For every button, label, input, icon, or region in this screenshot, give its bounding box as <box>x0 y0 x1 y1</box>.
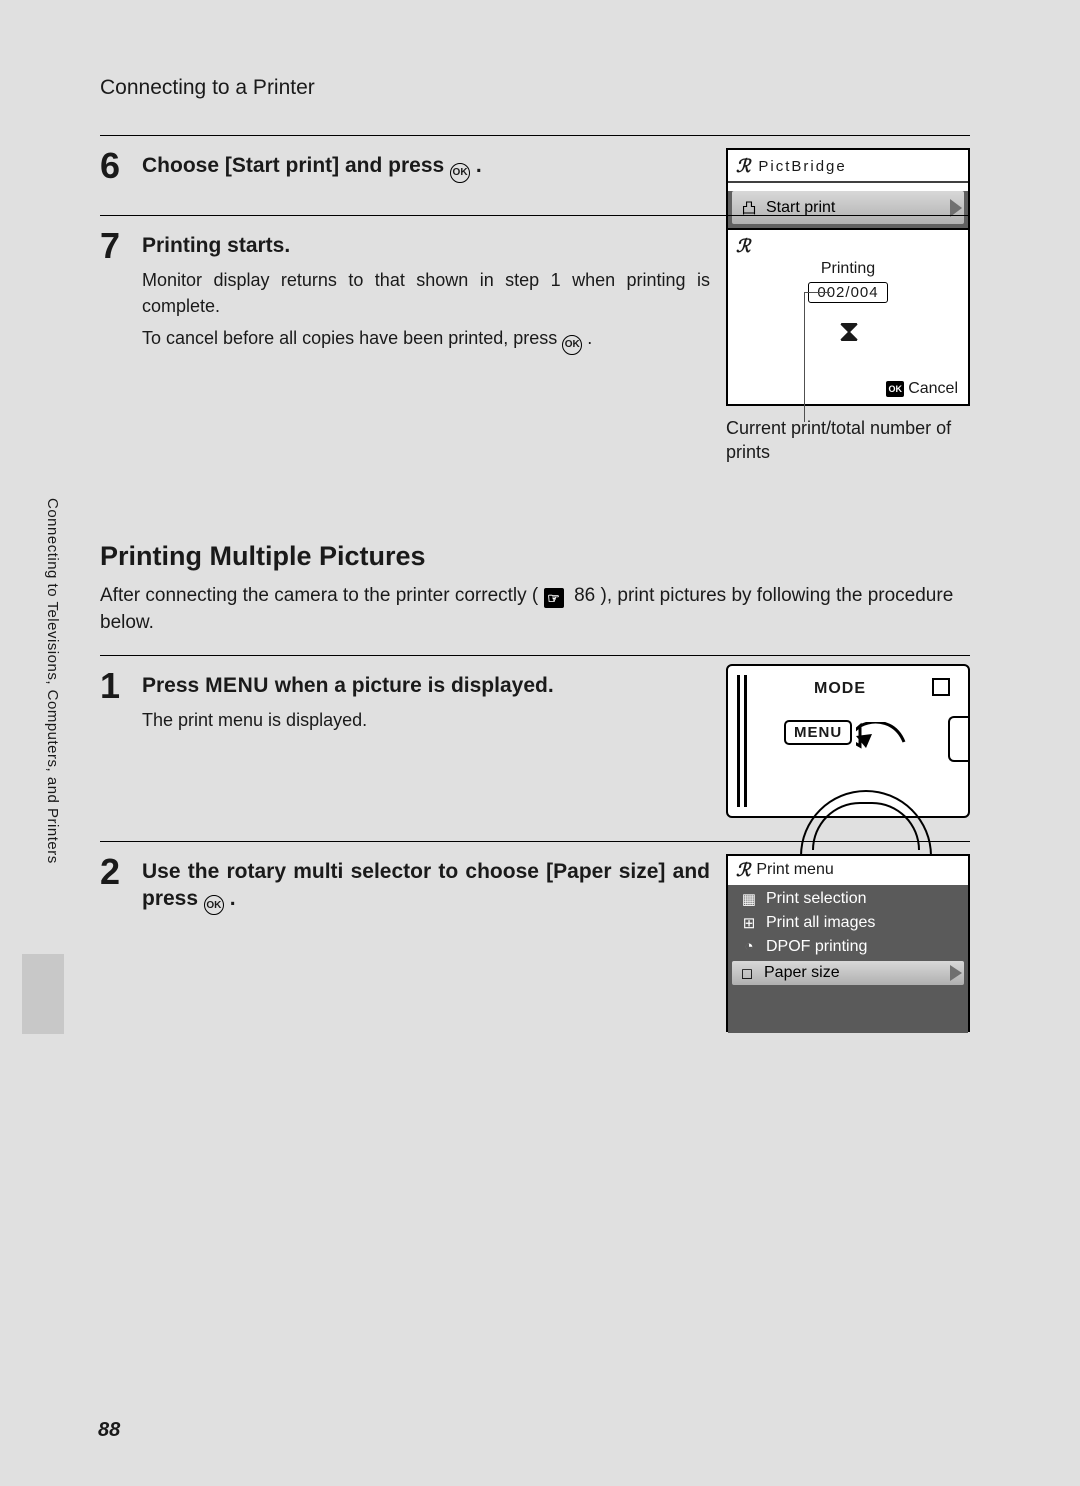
text-fragment: To cancel before all copies have been pr… <box>142 328 562 348</box>
step-number: 2 <box>100 854 142 1037</box>
grid-icon: ▦ <box>740 890 758 908</box>
hourglass-icon: ⧗ <box>736 315 960 349</box>
camera-side-button <box>948 716 970 762</box>
screen-title: PictBridge <box>758 158 846 175</box>
callout-line <box>804 292 806 422</box>
step-2: 2 Use the rotary multi selector to choos… <box>100 841 970 1061</box>
menu-item-label: DPOF printing <box>766 938 867 956</box>
reference-page: 86 <box>574 585 595 606</box>
menu-item-print-selection[interactable]: ▦ Print selection <box>734 887 962 911</box>
page-header: Connecting to a Printer <box>100 76 315 100</box>
menu-item-label: Paper size <box>764 964 840 982</box>
screen-header: ℛ PictBridge <box>728 150 968 183</box>
pictbridge-icon: ℛ <box>736 236 750 257</box>
text-fragment: After connecting the camera to the print… <box>100 585 538 606</box>
cancel-button[interactable]: OK Cancel <box>886 380 958 398</box>
side-tab <box>22 954 64 1034</box>
step-text: The print menu is displayed. <box>142 707 710 733</box>
section-intro: After connecting the camera to the print… <box>100 582 970 637</box>
text-fragment: Press <box>142 674 205 697</box>
camera-illustration: MODE MENU <box>726 664 970 818</box>
step-text: Monitor display returns to that shown in… <box>142 267 710 319</box>
pictbridge-icon: ℛ <box>736 156 752 177</box>
step-heading: Use the rotary multi selector to choose … <box>142 858 710 916</box>
ok-icon: OK <box>204 895 224 915</box>
text-fragment: . <box>587 328 592 348</box>
step-7: 7 Printing starts. Monitor display retur… <box>100 215 970 505</box>
step-heading: Choose [Start print] and press OK . <box>142 152 710 183</box>
section-heading: Printing Multiple Pictures <box>100 541 970 572</box>
pictbridge-icon: ℛ <box>736 860 750 881</box>
menu-item-label: Print selection <box>766 890 867 908</box>
menu-item-print-all[interactable]: ⊞ Print all images <box>734 911 962 935</box>
menu-button-word: MENU <box>205 674 269 697</box>
text-fragment: . <box>230 887 236 910</box>
screen-header: ℛ Print menu <box>728 856 968 885</box>
step-heading: Press MENU when a picture is displayed. <box>142 672 710 699</box>
menu-item-label: Print all images <box>766 914 875 932</box>
cancel-label: Cancel <box>908 380 958 398</box>
progress-title: Printing <box>736 260 960 278</box>
step-heading: Printing starts. <box>142 232 710 259</box>
camera-menu-button[interactable]: MENU <box>784 720 852 745</box>
reference-icon: ☞ <box>544 588 564 608</box>
step-1: 1 Press MENU when a picture is displayed… <box>100 655 970 841</box>
arrow-icon <box>856 722 908 756</box>
menu-item-dpof[interactable]: ◔ DPOF printing <box>734 935 962 959</box>
grid-icon: ⊞ <box>740 914 758 932</box>
camera-display-icon <box>932 678 950 696</box>
screen-title: Print menu <box>756 861 833 879</box>
page-number: 88 <box>98 1419 120 1442</box>
step-number: 6 <box>100 148 142 191</box>
side-chapter-label: Connecting to Televisions, Computers, an… <box>44 498 61 864</box>
text-fragment: when a picture is displayed. <box>275 674 554 697</box>
screen-caption: Current print/total number of prints <box>726 416 970 465</box>
printing-progress-screen: ℛ Printing 002/004 ⧗ OK Cancel <box>726 228 970 406</box>
callout-line <box>804 292 830 294</box>
ok-icon: OK <box>562 335 582 355</box>
text-fragment: Use the rotary multi selector to choose … <box>142 860 710 910</box>
dpof-icon: ◔ <box>740 938 758 955</box>
step-text: To cancel before all copies have been pr… <box>142 325 710 355</box>
step-heading-text: Choose [Start print] and press <box>142 154 450 177</box>
step-heading-text: . <box>476 154 482 177</box>
paper-icon: ◻ <box>738 964 756 982</box>
print-menu-screen: ℛ Print menu ▦ Print selection ⊞ Print a… <box>726 854 970 1032</box>
ok-badge-icon: OK <box>886 381 904 397</box>
menu-item-paper-size[interactable]: ◻ Paper size <box>732 961 964 985</box>
camera-mode-label: MODE <box>814 680 866 698</box>
step-number: 1 <box>100 668 142 817</box>
step-6: 6 Choose [Start print] and press OK . ℛ … <box>100 135 970 215</box>
step-number: 7 <box>100 228 142 481</box>
ok-icon: OK <box>450 163 470 183</box>
